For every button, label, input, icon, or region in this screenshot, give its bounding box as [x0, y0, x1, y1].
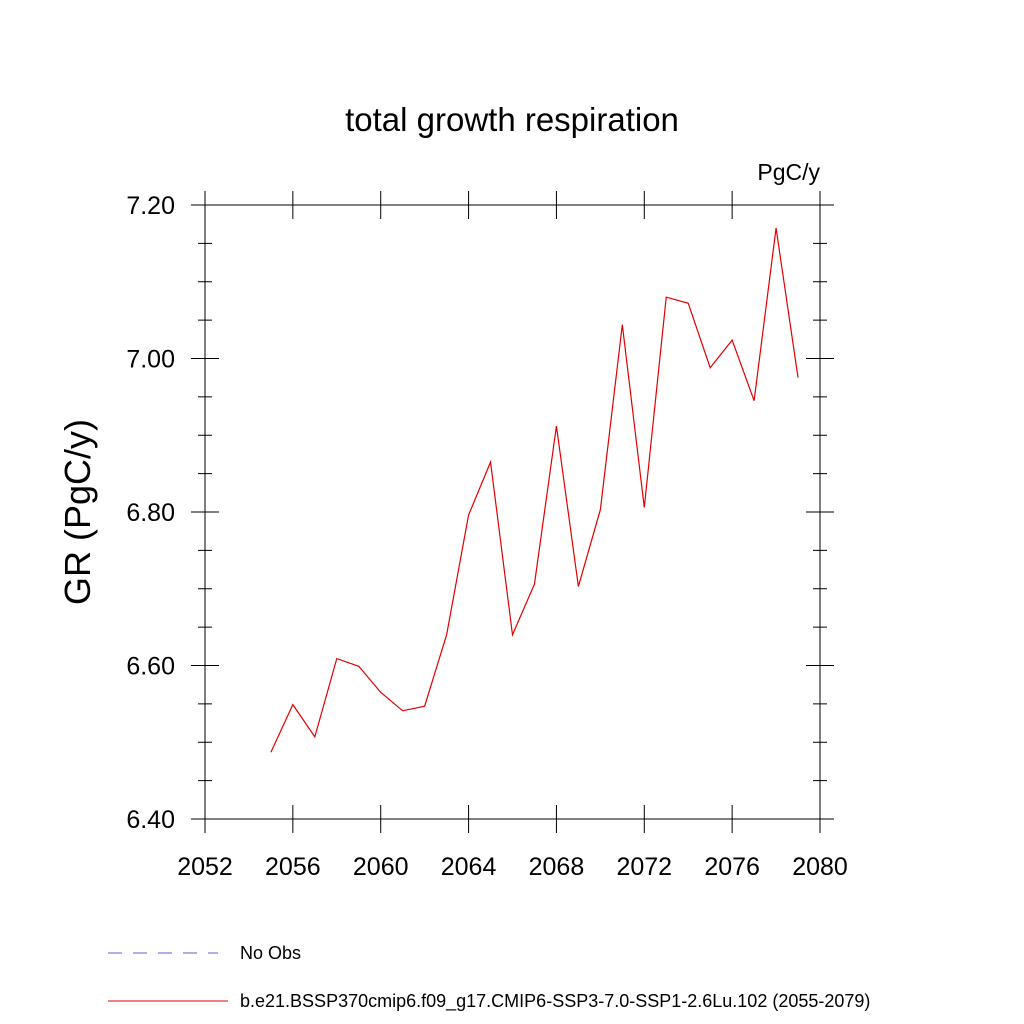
x-tick-label: 2060: [353, 853, 409, 881]
chart-title: total growth respiration: [345, 101, 679, 138]
series-lines: [270, 227, 799, 753]
x-tick-label: 2072: [616, 853, 672, 881]
series-line-0: [270, 227, 799, 753]
legend-label-no-obs: No Obs: [240, 943, 301, 963]
plot-frame: [204, 204, 821, 820]
y-tick-label: 6.60: [126, 653, 175, 681]
x-tick-label: 2052: [177, 853, 233, 881]
y-tick-label: 7.00: [126, 346, 175, 374]
y-tick-label: 6.40: [126, 806, 175, 834]
x-tick-label: 2068: [529, 853, 585, 881]
axis-ticks: [191, 191, 834, 833]
y-tick-label: 6.80: [126, 499, 175, 527]
x-tick-label: 2076: [704, 853, 760, 881]
units-label: PgC/y: [757, 159, 820, 185]
y-axis-label: GR (PgC/y): [57, 419, 98, 605]
axis-tick-labels: 2052 2056 2060 2064 2068 2072 2076 2080 6.40 6.60…: [126, 192, 847, 881]
x-tick-label: 2064: [441, 853, 497, 881]
y-tick-label: 7.20: [126, 192, 175, 220]
legend: No Obs b.e21.BSSP370cmip6.f09_g17.CMIP6-…: [108, 943, 870, 1012]
x-tick-label: 2056: [265, 853, 321, 881]
x-tick-label: 2080: [792, 853, 848, 881]
legend-label-model: b.e21.BSSP370cmip6.f09_g17.CMIP6-SSP3-7.…: [240, 991, 870, 1012]
